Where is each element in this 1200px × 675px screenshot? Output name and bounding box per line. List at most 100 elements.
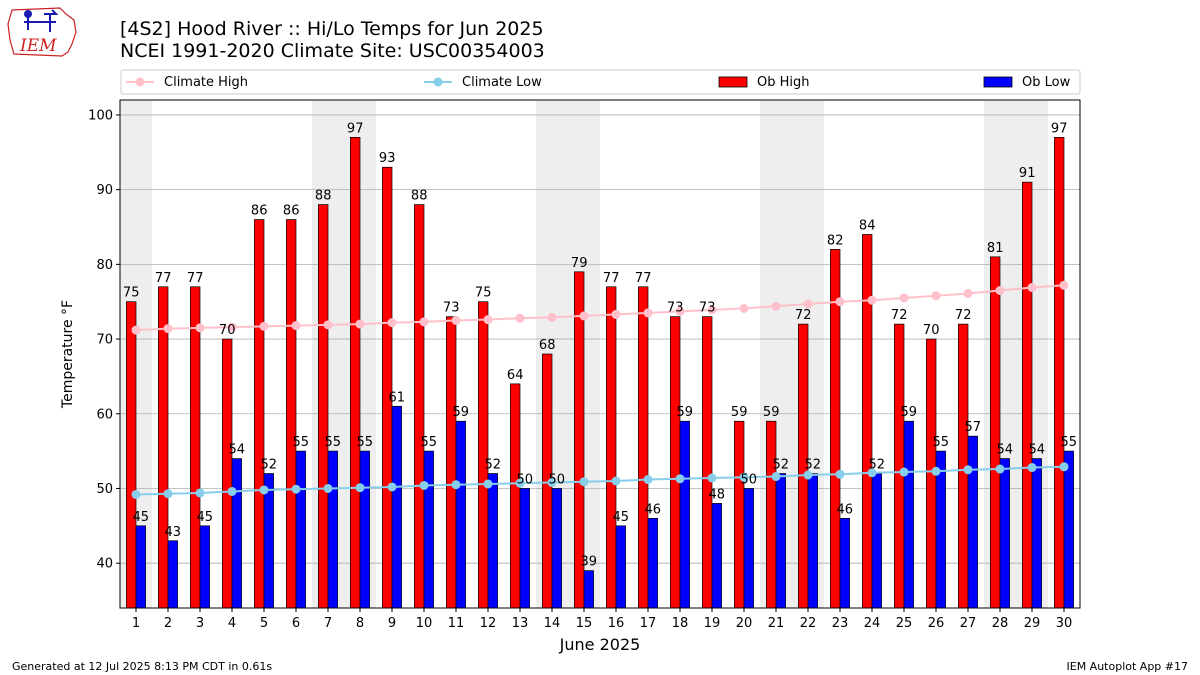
ob-high-label: 77 — [603, 271, 620, 286]
ob-high-label: 79 — [571, 256, 588, 271]
generated-timestamp: Generated at 12 Jul 2025 8:13 PM CDT in … — [12, 660, 272, 673]
ob-low-label: 52 — [261, 458, 278, 473]
ob-low-label: 50 — [549, 472, 566, 487]
ob-high-bar — [190, 286, 201, 609]
x-tick-label: 1 — [132, 616, 140, 631]
x-tick-label: 29 — [1024, 616, 1041, 631]
ob-low-label: 45 — [133, 510, 150, 525]
climate-low-point — [1027, 463, 1037, 473]
climate-low-point — [419, 480, 429, 490]
ob-low-label: 55 — [421, 435, 438, 450]
climate-low-point — [707, 473, 717, 483]
ob-low-label: 59 — [677, 405, 694, 420]
ob-low-bar — [487, 473, 498, 609]
x-tick-label: 15 — [576, 616, 593, 631]
climate-low-point — [771, 472, 781, 482]
ob-low-bar — [711, 503, 722, 609]
climate-high-point — [739, 303, 749, 313]
ob-high-bar — [862, 234, 873, 609]
y-axis: 40 50 60 70 80 90 100 — [88, 108, 120, 572]
x-tick-label: 8 — [356, 616, 364, 631]
ob-high-label: 86 — [283, 204, 300, 219]
ob-high-label: 73 — [699, 301, 716, 316]
climate-high-point — [803, 299, 813, 309]
ob-high-bar — [222, 338, 233, 609]
x-tick-label: 17 — [640, 616, 657, 631]
legend-label: Ob High — [757, 75, 810, 90]
ob-low-bar — [999, 458, 1010, 609]
climate-high-point — [387, 318, 397, 328]
ob-high-bar — [670, 316, 681, 609]
ob-low-bar — [871, 473, 882, 609]
ob-high-label: 91 — [1019, 166, 1036, 181]
y-tick-label: 90 — [96, 183, 113, 198]
ob-high-label: 88 — [315, 189, 332, 204]
ob-low-label: 43 — [165, 525, 182, 540]
legend: Climate High Climate Low Ob High Ob Low — [120, 69, 1081, 95]
bars — [126, 137, 1074, 609]
ob-high-label: 73 — [667, 301, 684, 316]
ob-low-bar — [359, 450, 370, 609]
climate-high-point — [163, 324, 173, 334]
legend-label: Ob Low — [1022, 75, 1071, 90]
ob-low-bar — [231, 458, 242, 609]
ob-low-bar — [519, 488, 530, 609]
climate-high-point — [867, 295, 877, 305]
ob-low-label: 55 — [933, 435, 950, 450]
ob-low-bar — [1063, 450, 1074, 609]
x-tick-label: 12 — [480, 616, 497, 631]
ob-high-label: 72 — [955, 308, 972, 323]
climate-high-point — [451, 315, 461, 325]
legend-label: Climate Low — [462, 75, 542, 90]
ob-low-label: 52 — [773, 458, 790, 473]
climate-high-point — [515, 313, 525, 323]
ob-low-bar — [903, 420, 914, 609]
y-tick-label: 100 — [88, 108, 113, 123]
climate-low-point — [547, 477, 557, 487]
ob-low-label: 55 — [357, 435, 374, 450]
climate-high-point — [259, 321, 269, 331]
ob-high-bar — [1054, 137, 1065, 609]
ob-low-label: 52 — [485, 458, 502, 473]
x-tick-label: 30 — [1056, 616, 1073, 631]
ob-high-label: 59 — [731, 405, 748, 420]
climate-high-point — [227, 322, 237, 332]
ob-low-label: 55 — [1061, 435, 1078, 450]
climate-high-point — [131, 325, 141, 335]
legend-label: Climate High — [164, 75, 248, 90]
x-tick-label: 6 — [292, 616, 300, 631]
climate-low-point — [163, 489, 173, 499]
ob-low-label: 46 — [837, 502, 854, 517]
ob-low-label: 48 — [709, 487, 726, 502]
plot-frame — [119, 99, 1081, 609]
ob-high-label: 75 — [475, 286, 492, 301]
ob-high-bar — [318, 204, 329, 609]
x-axis-label: June 2025 — [559, 635, 641, 654]
x-tick-label: 2 — [164, 616, 172, 631]
climate-high-point — [643, 308, 653, 318]
climate-low-point — [483, 479, 493, 489]
climate-low-point — [867, 468, 877, 478]
ob-low-label: 50 — [517, 472, 534, 487]
climate-low-point — [579, 477, 589, 487]
climate-low-point — [387, 482, 397, 492]
climate-low-point — [451, 480, 461, 490]
ob-low-bar — [615, 525, 626, 609]
climate-low-point — [835, 469, 845, 479]
ob-low-bar — [423, 450, 434, 609]
y-tick-label: 70 — [96, 333, 113, 348]
ob-high-bar — [1022, 181, 1033, 609]
climate-high-point — [995, 286, 1005, 295]
ob-high-bar — [894, 323, 905, 609]
climate-low-point — [675, 474, 685, 484]
ob-low-label: 54 — [1029, 443, 1046, 458]
climate-low-point — [355, 483, 365, 493]
climate-high-point — [579, 311, 589, 321]
ob-high-bar — [446, 316, 457, 609]
climate-high-point — [707, 305, 717, 315]
ob-high-label: 77 — [155, 271, 172, 286]
y-tick-label: 40 — [96, 557, 113, 572]
ob-low-bar — [327, 450, 338, 609]
ob-high-label: 73 — [443, 301, 460, 316]
ob-low-label: 57 — [965, 420, 982, 435]
